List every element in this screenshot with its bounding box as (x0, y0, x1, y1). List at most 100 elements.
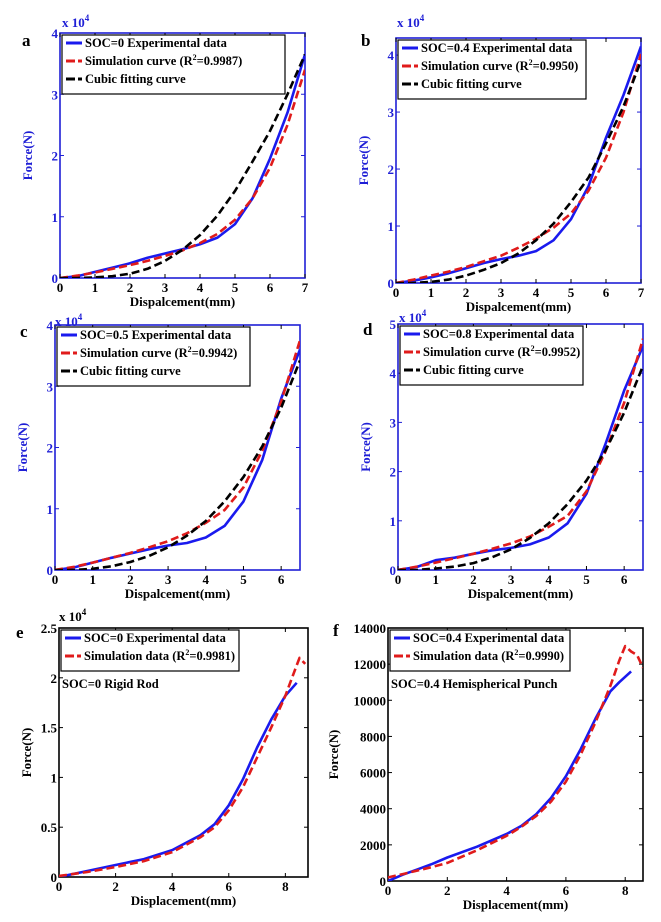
x-axis-label: Displacement(mm) (463, 897, 568, 912)
series-line-2 (59, 656, 307, 877)
x-tick-label: 2 (112, 879, 119, 894)
y-tick-label: 1 (51, 770, 58, 785)
x-tick-label: 1 (89, 572, 96, 587)
legend: SOC=0.5 Experimental data Simulation curv… (56, 326, 251, 387)
x-tick-label: 1 (92, 280, 99, 295)
panel-annotation: SOC=0.4 Hemispherical Punch (391, 677, 558, 691)
y-tick-label: 10000 (354, 693, 387, 708)
series-line-3 (60, 53, 305, 278)
legend-label: Simulation curve (R2=0.9987) (85, 53, 242, 68)
x-tick-label: 0 (56, 879, 63, 894)
panel-letter: b (361, 31, 370, 50)
y-tick-label: 12000 (354, 657, 387, 672)
x-tick-label: 4 (197, 280, 204, 295)
series-line-2 (55, 339, 300, 570)
x-tick-label: 6 (563, 883, 570, 898)
x-tick-label: 0 (393, 285, 400, 300)
y-tick-label: 2 (52, 149, 59, 164)
x-tick-label: 0 (395, 572, 402, 587)
y-tick-label: 1.5 (41, 721, 58, 736)
x-tick-label: 2 (127, 572, 134, 587)
y-multiplier-label: x 104 (62, 13, 90, 30)
y-tick-label: 6000 (360, 766, 386, 781)
x-tick-label: 7 (638, 285, 645, 300)
x-tick-label: 6 (621, 572, 628, 587)
y-tick-label: 0 (388, 276, 395, 291)
y-tick-label: 4 (52, 26, 59, 41)
panel-letter: f (333, 621, 339, 640)
y-axis-label: Force(N) (326, 730, 341, 780)
legend-box (399, 325, 584, 386)
panel-letter: c (20, 322, 28, 341)
legend-label: SOC=0 Experimental data (84, 631, 227, 645)
legend: SOC=0.4 Experimental data Simulation data… (389, 629, 571, 672)
x-tick-label: 7 (302, 280, 309, 295)
y-tick-label: 4 (390, 366, 397, 381)
legend: SOC=0 Experimental data Simulation data (… (60, 629, 240, 672)
axes-frame (397, 323, 644, 571)
legend: SOC=0.8 Experimental data Simulation curv… (399, 325, 584, 386)
y-tick-label: 2 (47, 441, 54, 456)
x-tick-label: 8 (622, 883, 629, 898)
legend: SOC=0.4 Experimental data Simulation curv… (397, 39, 587, 100)
x-tick-label: 4 (503, 883, 510, 898)
y-tick-label: 0 (52, 271, 59, 286)
series-line-2 (388, 644, 643, 879)
legend-box (60, 629, 240, 672)
axes-frame (395, 37, 642, 284)
panel-annotation: SOC=0 Rigid Rod (62, 677, 159, 691)
panel-b: b 0 1 2 3 4 5 6 7 0 1 2 3 4 x 104 Dispalcement(mm) Force… (356, 13, 645, 314)
y-tick-label: 0 (380, 874, 387, 889)
x-tick-label: 3 (508, 572, 515, 587)
axes-frame (387, 627, 644, 882)
x-axis-label: Dispalcement(mm) (466, 299, 571, 314)
panel-letter: d (363, 320, 373, 339)
x-tick-label: 3 (498, 285, 505, 300)
x-tick-label: 4 (203, 572, 210, 587)
y-tick-label: 0 (51, 870, 58, 885)
legend-label: SOC=0.8 Experimental data (423, 327, 575, 341)
legend-label: Simulation curve (R2=0.9950) (421, 58, 578, 73)
legend-label: SOC=0.4 Experimental data (413, 631, 565, 645)
y-axis-label: Force(N) (356, 136, 371, 186)
x-tick-label: 0 (52, 572, 59, 587)
y-tick-label: 4000 (360, 802, 386, 817)
y-axis-label: Force(N) (20, 131, 35, 181)
x-tick-label: 2 (444, 883, 451, 898)
y-tick-label: 1 (390, 514, 397, 529)
legend-label: Simulation curve (R2=0.9942) (80, 345, 237, 360)
x-tick-label: 8 (282, 879, 289, 894)
x-axis-label: Displacement(mm) (131, 893, 236, 908)
y-tick-label: 5 (390, 317, 397, 332)
y-tick-label: 2.5 (41, 621, 58, 636)
x-tick-label: 6 (226, 879, 233, 894)
legend-label: SOC=0 Experimental data (85, 36, 228, 50)
y-tick-label: 1 (52, 210, 59, 225)
panel-letter: a (22, 31, 31, 50)
legend-label: Simulation data (R2=0.9990) (413, 648, 564, 663)
legend-box (397, 39, 587, 100)
x-tick-label: 5 (583, 572, 590, 587)
y-tick-label: 8000 (360, 729, 386, 744)
y-tick-label: 2 (390, 465, 397, 480)
y-tick-label: 2 (51, 671, 58, 686)
y-axis-label: Force(N) (19, 728, 34, 778)
y-tick-label: 4 (388, 48, 395, 63)
panel-f: f 0 2 4 6 8 0 2000 4000 6000 8000 10000 12000 14000 Di… (326, 621, 644, 912)
x-tick-label: 1 (432, 572, 439, 587)
legend-label: Simulation data (R2=0.9981) (84, 648, 235, 663)
y-tick-label: 3 (390, 415, 397, 430)
x-tick-label: 3 (162, 280, 169, 295)
x-tick-label: 6 (267, 280, 274, 295)
x-tick-label: 4 (546, 572, 553, 587)
x-tick-label: 6 (278, 572, 285, 587)
x-axis-label: Dispalcement(mm) (125, 586, 230, 601)
y-tick-label: 2 (388, 162, 395, 177)
x-tick-label: 5 (240, 572, 247, 587)
y-tick-label: 1 (388, 219, 395, 234)
series-line-1 (398, 345, 643, 570)
x-tick-label: 2 (127, 280, 134, 295)
legend-box (56, 326, 251, 387)
